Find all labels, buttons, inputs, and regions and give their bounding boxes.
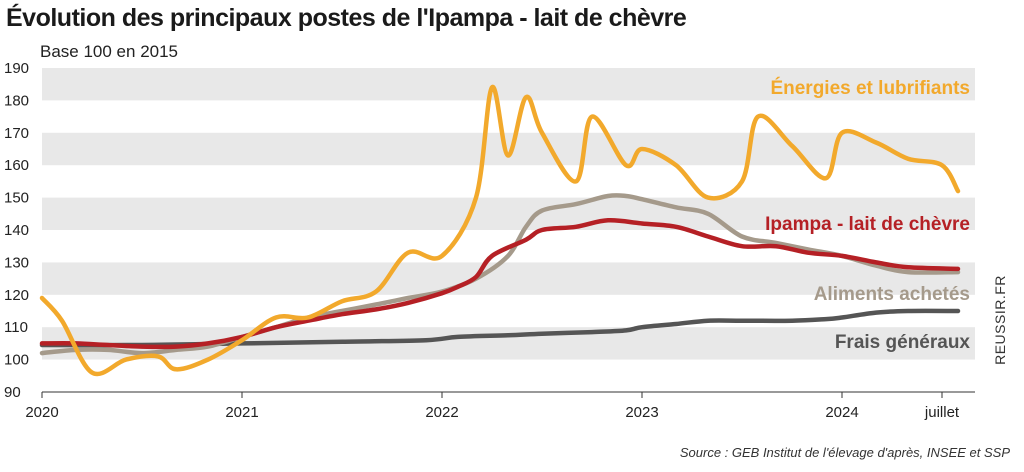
x-tick-label: 2020 <box>25 404 58 421</box>
series-label-ipampa: Ipampa - lait de chèvre <box>765 214 970 235</box>
y-tick-label: 190 <box>4 60 29 77</box>
x-tick-label: 2023 <box>625 404 658 421</box>
y-tick-label: 130 <box>4 254 29 271</box>
grid-band <box>42 68 975 101</box>
chart-title: Évolution des principaux postes de l'Ipa… <box>6 4 687 32</box>
y-tick-label: 180 <box>4 92 29 109</box>
series-label-energies: Énergies et lubrifiants <box>770 77 970 99</box>
x-tick-label: 2024 <box>825 404 858 421</box>
x-tick-label: 2021 <box>225 404 258 421</box>
grid-band <box>42 197 975 230</box>
y-tick-label: 120 <box>4 287 29 304</box>
series-label-frais: Frais généraux <box>835 332 971 353</box>
series-lines <box>39 85 961 377</box>
y-tick-label: 170 <box>4 125 29 142</box>
series-line-ipampa-lait-de-ch-vre <box>39 217 961 350</box>
y-tick-label: 140 <box>4 222 29 239</box>
series-line--nergies-et-lubrifiants <box>39 85 961 377</box>
x-axis <box>41 391 975 398</box>
grid-band <box>42 262 975 295</box>
credit-text: REUSSIR.FR <box>992 275 1008 365</box>
x-axis-labels: 2020 2021 2022 2023 2024 juillet <box>25 404 960 421</box>
y-tick-label: 90 <box>4 384 21 401</box>
x-tick-label: juillet <box>924 404 960 421</box>
grid-band <box>42 132 975 166</box>
y-tick-label: 160 <box>4 157 29 174</box>
y-axis: 90 100 110 120 130 140 150 160 170 180 190 <box>4 60 29 401</box>
series-label-aliments: Aliments achetés <box>814 284 970 305</box>
source-note: Source : GEB Institut de l'élevage d'apr… <box>679 445 1010 460</box>
y-tick-label: 150 <box>4 190 29 207</box>
chart-subtitle: Base 100 en 2015 <box>40 42 179 61</box>
x-tick-label: 2022 <box>425 404 458 421</box>
y-tick-label: 100 <box>4 352 29 369</box>
series-line-frais-g-n-raux <box>39 308 961 348</box>
y-tick-label: 110 <box>4 319 28 336</box>
